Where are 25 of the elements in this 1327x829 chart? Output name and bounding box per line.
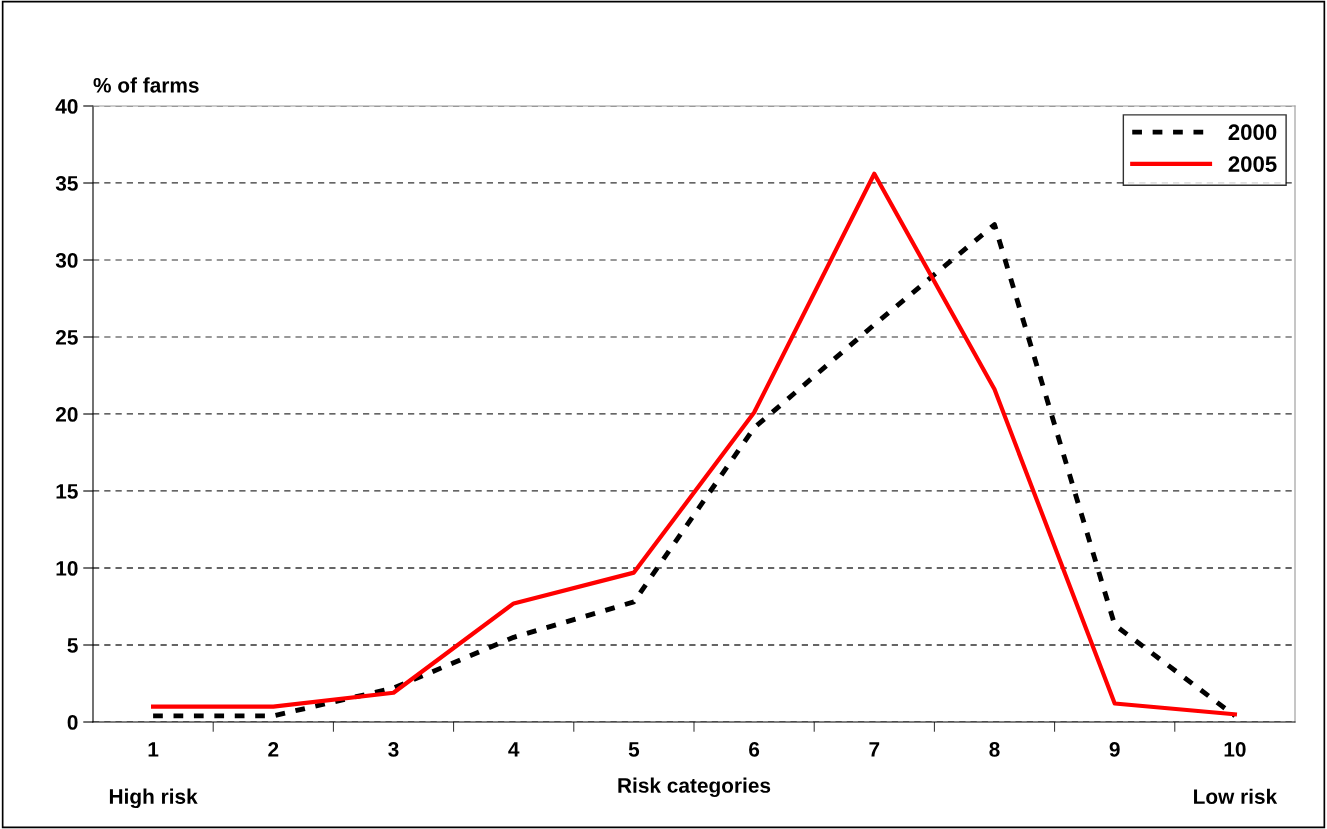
x-tick-label: 7 bbox=[869, 742, 880, 757]
x-tick-label: 5 bbox=[628, 742, 640, 757]
text: High risk bbox=[109, 788, 198, 809]
y-tick-label: 15 bbox=[56, 484, 78, 499]
text: Low risk bbox=[1194, 788, 1278, 804]
x-tick-label: 9 bbox=[1109, 741, 1120, 757]
x-axis-title: Risk categories bbox=[618, 777, 771, 798]
y-axis-title: % of farms bbox=[93, 77, 199, 93]
x-tick-label: 4 bbox=[508, 742, 520, 757]
y-tick-label: 25 bbox=[55, 330, 78, 345]
x-tick-label: 8 bbox=[989, 741, 1000, 757]
x-tick-label: 3 bbox=[388, 741, 399, 757]
y-tick-label: 40 bbox=[55, 99, 78, 114]
x-tick-label: 6 bbox=[749, 741, 760, 757]
y-tick-label: 30 bbox=[55, 253, 78, 268]
x-tick-label: 10 bbox=[1224, 741, 1246, 757]
y-tick-label: 5 bbox=[67, 638, 78, 653]
legend-label: 2000 bbox=[1228, 124, 1277, 141]
y-tick-label: 10 bbox=[56, 561, 78, 576]
legend-label: 2005 bbox=[1228, 156, 1277, 172]
y-tick-label: 35 bbox=[55, 176, 78, 191]
x-tick-label: 2 bbox=[268, 741, 279, 757]
y-tick-label: 0 bbox=[67, 715, 78, 730]
x-tick-label: 1 bbox=[148, 742, 159, 757]
y-tick-label: 20 bbox=[55, 407, 78, 422]
